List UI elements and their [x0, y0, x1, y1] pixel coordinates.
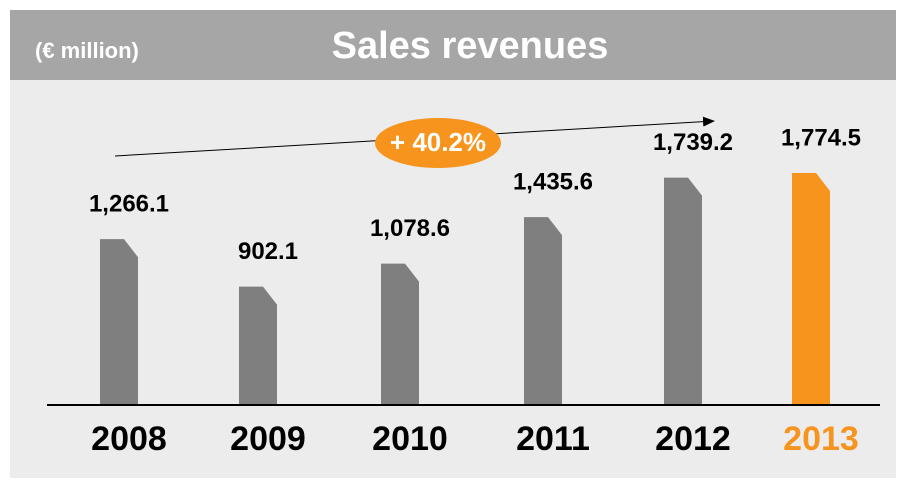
subtitle: (€ million): [35, 38, 139, 63]
annotation-badge: [375, 118, 501, 168]
bar: [524, 217, 562, 404]
value-label: 1,435.6: [513, 168, 593, 195]
x-tick-label: 2009: [230, 420, 306, 458]
x-tick-label: 2010: [372, 420, 448, 458]
annotation: + 40.2%: [390, 127, 486, 157]
header-band: [10, 10, 896, 80]
value-label: 1,774.5: [781, 124, 861, 151]
value-label: 1,078.6: [370, 215, 450, 242]
bar: [239, 286, 277, 404]
x-tick-label: 2013: [783, 420, 859, 458]
value-label: 1,739.2: [653, 129, 733, 156]
x-tick-label: 2011: [516, 420, 590, 458]
background: [10, 10, 896, 478]
bar: [381, 263, 419, 404]
value-label: 1,266.1: [89, 191, 169, 218]
value-label: 902.1: [238, 238, 298, 265]
bar: [664, 177, 702, 404]
x-tick-label: 2012: [655, 420, 731, 458]
bar: [792, 173, 830, 404]
bar: [100, 239, 138, 404]
chart-title: Sales revenues: [332, 25, 609, 67]
x-tick-label: 2008: [91, 420, 167, 458]
